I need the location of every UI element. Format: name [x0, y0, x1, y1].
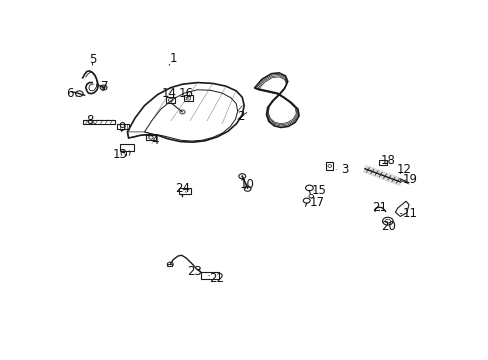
Text: 12: 12: [396, 163, 411, 176]
Text: 17: 17: [309, 196, 324, 209]
Text: 11: 11: [402, 207, 416, 220]
Text: 18: 18: [380, 154, 394, 167]
Text: 9: 9: [118, 121, 125, 134]
Text: 16: 16: [178, 87, 193, 100]
Text: 4: 4: [151, 134, 159, 147]
Text: 23: 23: [187, 265, 202, 278]
Text: 20: 20: [381, 220, 396, 233]
Text: 19: 19: [402, 172, 417, 185]
Text: 15: 15: [311, 184, 325, 197]
Text: 24: 24: [175, 182, 189, 195]
Text: 13: 13: [112, 148, 127, 161]
Text: 2: 2: [237, 110, 244, 123]
Text: 8: 8: [86, 114, 93, 127]
Text: 1: 1: [169, 52, 176, 65]
Text: 3: 3: [340, 163, 347, 176]
Text: 6: 6: [65, 87, 73, 100]
Text: 21: 21: [371, 201, 386, 214]
Text: 7: 7: [101, 80, 108, 93]
Text: 5: 5: [89, 53, 96, 66]
Text: 22: 22: [208, 272, 224, 285]
Text: 10: 10: [239, 178, 254, 191]
Text: 14: 14: [162, 87, 176, 100]
